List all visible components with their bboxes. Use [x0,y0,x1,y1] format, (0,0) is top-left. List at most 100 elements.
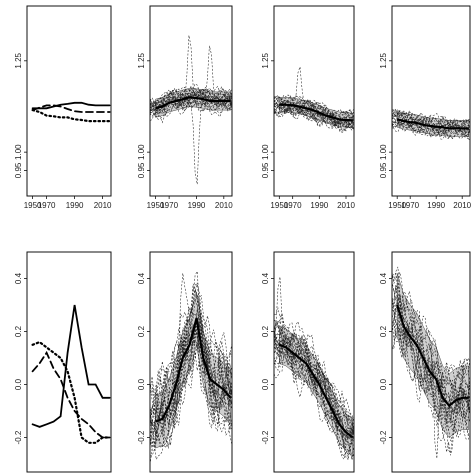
series-line [274,95,354,124]
y-tick-label: 1.00 [14,144,23,160]
series-line [392,113,470,140]
y-tick-label: 0.95 [137,162,146,178]
y-tick-label: 0.4 [137,272,146,284]
y-tick-label: 0.2 [14,325,23,337]
y-tick-label: 0.4 [379,272,388,284]
series-line [392,295,470,424]
plot-area [392,108,470,141]
series-line [392,295,470,416]
series-line [150,83,232,111]
series-line [392,291,470,459]
x-tick-label: 1970 [160,201,178,210]
series-line [150,324,232,426]
series-line [392,117,470,134]
series-line [392,320,470,431]
y-tick-label: -0.2 [14,430,23,444]
series-line [392,113,470,134]
series-line [392,280,470,410]
series-line [150,87,232,106]
series-line [150,86,232,113]
x-tick-label: 1970 [284,201,302,210]
plot-frame [149,251,233,473]
panel-6: -0.2 0.0 0.2 0.4 [137,251,233,473]
series-line [274,319,354,440]
y-tick-label: 0.95 [261,162,270,178]
x-tick-label: 1990 [310,201,328,210]
plot-frame [273,5,355,197]
series-line [274,307,354,423]
plot-area [274,66,354,133]
y-tick-label: 0.0 [137,378,146,390]
series-line [150,270,232,426]
series-line [392,304,470,425]
series-line [274,325,354,442]
series-line [150,89,232,109]
x-tick-label: 2010 [215,201,233,210]
plot-area [150,35,232,185]
y-tick-label: 0.2 [261,325,270,337]
series-line-2 [31,350,111,439]
series-line-3 [31,109,111,123]
plot-frame [26,251,112,473]
panel-8: -0.2 0.0 0.2 0.4 [379,251,471,473]
mean-line [396,118,469,130]
series-line [150,294,232,435]
series-line [150,86,232,108]
series-line [274,100,354,127]
y-tick-label: -0.2 [137,430,146,444]
series-line [274,66,354,125]
series-line [392,112,470,128]
plot-area [274,276,354,461]
series-line [392,111,470,138]
x-tick-label: 1970 [401,201,419,210]
y-tick-label: 1.25 [379,52,388,68]
y-tick-label: 0.2 [379,325,388,337]
y-tick-label: 0.4 [261,272,270,284]
series-line [274,333,354,450]
series-line [392,303,470,407]
series-line-1 [31,101,111,110]
series-line-3 [31,340,111,444]
plot-frame [149,5,233,197]
series-line [392,312,470,456]
plot-area [31,304,111,444]
series-line [150,93,232,124]
series-line [274,104,354,128]
series-line [150,85,232,112]
y-tick-label: 1.00 [137,144,146,160]
series-line [150,92,232,115]
series-line [150,282,232,413]
series-line [274,327,354,446]
mean-line [155,318,232,423]
mean-line [279,103,353,122]
y-tick-label: 0.0 [261,378,270,390]
y-tick-label: 1.25 [137,52,146,68]
series-line [274,323,354,435]
series-line [274,322,354,438]
series-line [392,110,470,128]
x-tick-label: 1990 [427,201,445,210]
y-tick-label: 0.0 [14,378,23,390]
series-line [150,309,232,437]
series-line [392,113,470,136]
y-tick-label: 0.2 [137,325,146,337]
series-line [274,97,354,128]
series-line [150,336,232,449]
plot-area [392,266,470,459]
series-line [274,319,354,440]
plot-area [31,101,111,123]
series-line [392,301,470,442]
y-tick-label: 0.0 [379,378,388,390]
y-tick-label: 1.00 [379,144,388,160]
y-tick-label: 1.25 [14,52,23,68]
series-line [150,320,232,435]
mean-line [155,96,231,110]
mean-line [278,343,354,439]
series-line [274,324,354,438]
x-tick-label: 1950 [270,201,288,210]
x-tick-label: 1950 [24,201,42,210]
series-line [392,298,470,413]
